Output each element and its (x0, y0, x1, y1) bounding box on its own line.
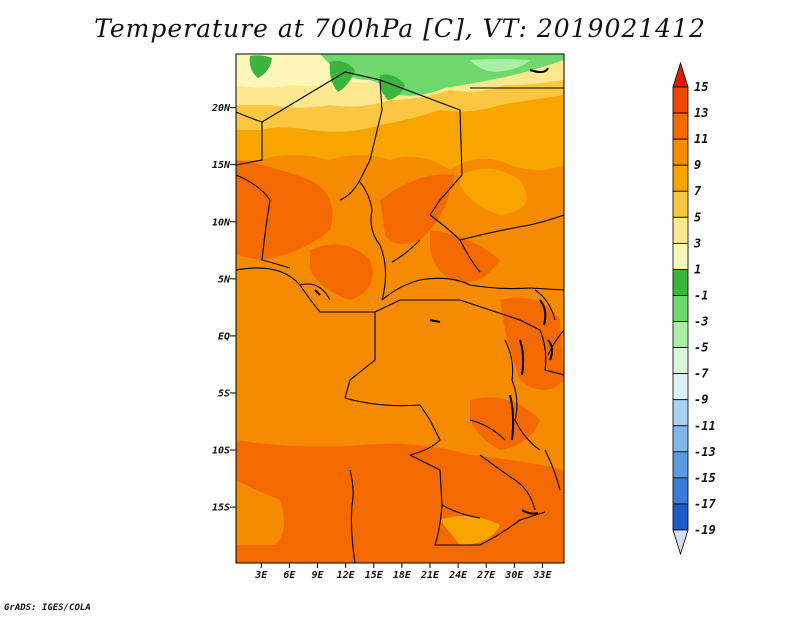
colorbar-top-triangle (672, 61, 689, 88)
lat-label: 10N (212, 217, 231, 228)
colorbar (672, 61, 689, 556)
colorbar-swatch (672, 321, 689, 348)
colorbar-label: -1 (694, 288, 708, 302)
colorbar-swatch (672, 451, 689, 479)
colorbar-swatch (672, 347, 689, 375)
colorbar-label: -9 (694, 393, 708, 407)
lat-label: 15S (212, 503, 230, 514)
colorbar-bottom-triangle (672, 529, 689, 556)
colorbar-label: -13 (694, 445, 716, 459)
colorbar-label: 13 (694, 106, 708, 120)
lon-label: 9E (312, 570, 325, 581)
lat-label: 15N (212, 160, 231, 171)
country-borders (236, 71, 564, 563)
lon-label: 18E (393, 570, 412, 581)
colorbar-swatch (672, 190, 689, 218)
colorbar-label: 15 (694, 80, 708, 94)
colorbar-swatch (672, 503, 689, 531)
lat-label: 5N (218, 274, 231, 285)
lon-label: 30E (504, 570, 524, 581)
colorbar-label: -7 (694, 367, 709, 381)
colorbar-label: 1 (694, 262, 701, 276)
colorbar-swatch (672, 373, 689, 401)
colorbar-label: -5 (694, 341, 708, 355)
lon-label: 3E (254, 570, 268, 581)
colorbar-swatch (672, 477, 689, 505)
lon-label: 21E (420, 570, 440, 581)
colorbar-label: 3 (693, 236, 701, 250)
lat-label: EQ (218, 331, 230, 342)
chart-title: Temperature at 700hPa [C], VT: 201902141… (94, 14, 706, 43)
grads-credit: GrADS: IGES/COLA (4, 603, 91, 613)
colorbar-swatch (672, 164, 689, 192)
lon-label: 12E (337, 570, 356, 581)
lon-label: 33E (532, 570, 552, 581)
lat-label: 10S (212, 446, 230, 457)
colorbar-label: -15 (694, 471, 716, 485)
colorbar-label: 5 (694, 210, 701, 224)
lon-label: 6E (283, 570, 296, 581)
colorbar-swatch (672, 269, 689, 296)
colorbar-swatch (672, 86, 689, 114)
colorbar-label: 7 (694, 184, 702, 198)
colorbar-swatch (672, 112, 689, 140)
colorbar-label: -11 (694, 419, 716, 433)
colorbar-label: -17 (694, 497, 716, 511)
temperature-field (236, 54, 564, 563)
map-frame (235, 53, 565, 564)
colorbar-swatch (672, 295, 689, 322)
colorbar-swatch (672, 216, 689, 244)
colorbar-label: 11 (694, 132, 708, 146)
lon-label: 15E (365, 570, 384, 581)
colorbar-swatch (672, 138, 689, 166)
colorbar-label: 9 (694, 158, 701, 172)
lat-label: 5S (218, 388, 230, 399)
colorbar-swatch (672, 242, 689, 270)
colorbar-label: -19 (694, 523, 716, 537)
colorbar-label: -3 (694, 315, 708, 329)
colorbar-swatch (672, 425, 689, 453)
lon-label: 24E (448, 570, 468, 581)
colorbar-swatch (672, 399, 689, 427)
lat-label: 20N (211, 103, 231, 114)
lake-outlines (314, 67, 554, 515)
lon-label: 27E (476, 570, 496, 581)
